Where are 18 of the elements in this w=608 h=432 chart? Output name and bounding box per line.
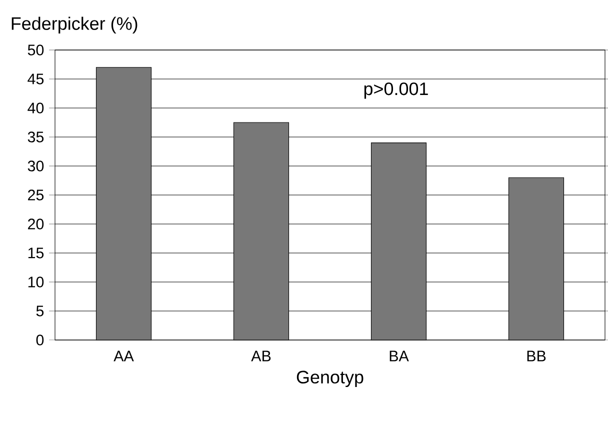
y-tick-label: 15: [28, 248, 44, 258]
x-tick-label: AB: [251, 350, 271, 362]
x-tick-label: BA: [390, 350, 409, 362]
y-tick-label: 45: [28, 74, 44, 84]
y-tick-label: 25: [28, 190, 44, 200]
annotation: p>0.001: [364, 82, 428, 99]
y-tick-label: 40: [28, 102, 44, 114]
y-tick-label: 10: [28, 276, 44, 288]
y-axis-title: Federpicker (%): [12, 16, 138, 34]
y-tick-label: 5: [36, 306, 44, 316]
x-axis-title: Genotyp: [296, 370, 364, 388]
y-tick-label: 50: [28, 44, 44, 56]
y-tick-label: 30: [28, 160, 44, 172]
y-tick-label: 0: [36, 334, 44, 346]
y-tick-label: 35: [28, 132, 44, 142]
y-tick-label: 20: [28, 218, 44, 230]
x-tick-label: BB: [527, 350, 546, 362]
x-tick-label: AA: [114, 350, 134, 362]
